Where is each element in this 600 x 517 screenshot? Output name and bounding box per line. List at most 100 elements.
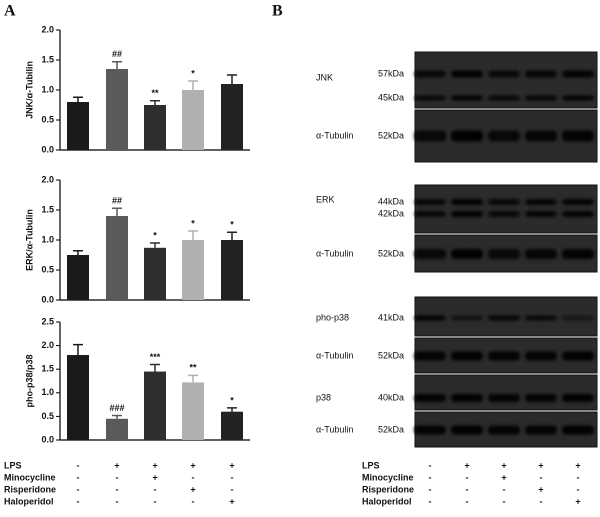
treatment-mark: + — [464, 460, 469, 470]
blot-band — [488, 95, 520, 101]
blot-band — [414, 199, 446, 205]
error-bar — [227, 407, 237, 412]
treatment-mark: + — [190, 484, 195, 494]
kda-label: 40kDa — [378, 392, 404, 402]
blot-band — [525, 211, 557, 217]
treatment-mark: + — [501, 472, 506, 482]
blot-membrane — [414, 184, 598, 234]
error-bar — [227, 231, 237, 240]
blot-band — [525, 70, 557, 78]
kda-label: 52kDa — [378, 350, 404, 360]
blot-label: pho-p38 — [316, 312, 349, 322]
blot-band — [525, 351, 557, 361]
treatment-mark: - — [192, 472, 195, 482]
treatment-mark: + — [229, 496, 234, 506]
blot-band — [488, 394, 520, 402]
blot-band — [451, 394, 483, 402]
y-tick-label: 2.0 — [41, 24, 54, 34]
treatment-mark: + — [229, 460, 234, 470]
treatment-label: Risperidone — [362, 484, 414, 494]
blot-band — [562, 199, 594, 205]
significance-label: * — [191, 218, 195, 228]
treatment-mark: - — [429, 472, 432, 482]
blot-band — [562, 351, 594, 361]
blot-label: ERK — [316, 194, 335, 204]
significance-label: ## — [112, 49, 122, 59]
kda-label: 41kDa — [378, 312, 404, 322]
y-tick-label: 0.5 — [41, 114, 54, 124]
error-bar — [188, 80, 198, 90]
treatment-label: Minocycline — [362, 472, 414, 482]
treatment-label: LPS — [362, 460, 380, 470]
blot-band — [488, 211, 520, 217]
y-tick-label: 2.0 — [41, 174, 54, 184]
blot-band — [414, 70, 446, 78]
treatment-mark: + — [190, 460, 195, 470]
bar — [182, 240, 204, 300]
blot-band — [562, 249, 594, 259]
y-tick-label: 1.0 — [41, 387, 54, 397]
treatment-mark: - — [466, 472, 469, 482]
treatment-label: LPS — [4, 460, 22, 470]
kda-label: 57kDa — [378, 68, 404, 78]
panel-label: A — [4, 3, 16, 20]
treatment-mark: - — [231, 472, 234, 482]
treatment-mark: - — [231, 484, 234, 494]
y-tick-label: 1.0 — [41, 234, 54, 244]
blot-band — [488, 199, 520, 205]
blot-label: α-Tubulin — [316, 350, 353, 360]
y-tick-label: 1.5 — [41, 364, 54, 374]
blot-label: p38 — [316, 392, 331, 402]
blot-band — [451, 130, 483, 142]
treatment-mark: + — [575, 496, 580, 506]
treatment-mark: - — [503, 484, 506, 494]
bar — [67, 102, 89, 150]
treatment-mark: + — [114, 460, 119, 470]
y-tick-label: 0.0 — [41, 434, 54, 444]
error-bar — [150, 242, 160, 248]
blot-band — [562, 70, 594, 78]
y-tick-label: 1.5 — [41, 54, 54, 64]
y-tick-label: 0.5 — [41, 264, 54, 274]
blot-band — [414, 425, 446, 435]
bar — [221, 84, 243, 150]
blot-band — [488, 249, 520, 259]
treatment-mark: - — [116, 472, 119, 482]
blot-band — [525, 425, 557, 435]
treatment-label: Haloperidol — [4, 496, 54, 506]
treatment-mark: + — [152, 472, 157, 482]
bar — [106, 418, 128, 440]
blot-band — [414, 394, 446, 402]
significance-label: * — [153, 230, 157, 240]
treatment-mark: - — [429, 484, 432, 494]
treatment-label: Haloperidol — [362, 496, 412, 506]
blot-band — [414, 249, 446, 259]
treatment-mark: - — [77, 496, 80, 506]
blot-band — [562, 315, 594, 321]
treatment-label: Risperidone — [4, 484, 56, 494]
bar — [144, 247, 166, 300]
y-axis-label: pho-p38/p38 — [24, 354, 34, 407]
kda-label: 42kDa — [378, 208, 404, 218]
significance-label: ## — [112, 196, 122, 206]
blot-membrane — [414, 374, 598, 411]
treatment-mark: - — [540, 472, 543, 482]
treatment-mark: - — [429, 460, 432, 470]
blot-band — [488, 351, 520, 361]
bar — [221, 240, 243, 300]
blot-band — [525, 394, 557, 402]
error-bar — [188, 374, 198, 383]
blot-band — [414, 130, 446, 142]
y-tick-label: 0.0 — [41, 144, 54, 154]
blot-band — [525, 199, 557, 205]
panel-label: B — [272, 3, 283, 20]
blot-band — [414, 95, 446, 101]
y-tick-label: 1.0 — [41, 84, 54, 94]
kda-label: 45kDa — [378, 92, 404, 102]
blot-band — [451, 95, 483, 101]
blot-band — [451, 249, 483, 259]
treatment-mark: - — [77, 484, 80, 494]
blot-band — [451, 70, 483, 78]
treatment-mark: - — [466, 496, 469, 506]
error-bar — [112, 414, 122, 419]
